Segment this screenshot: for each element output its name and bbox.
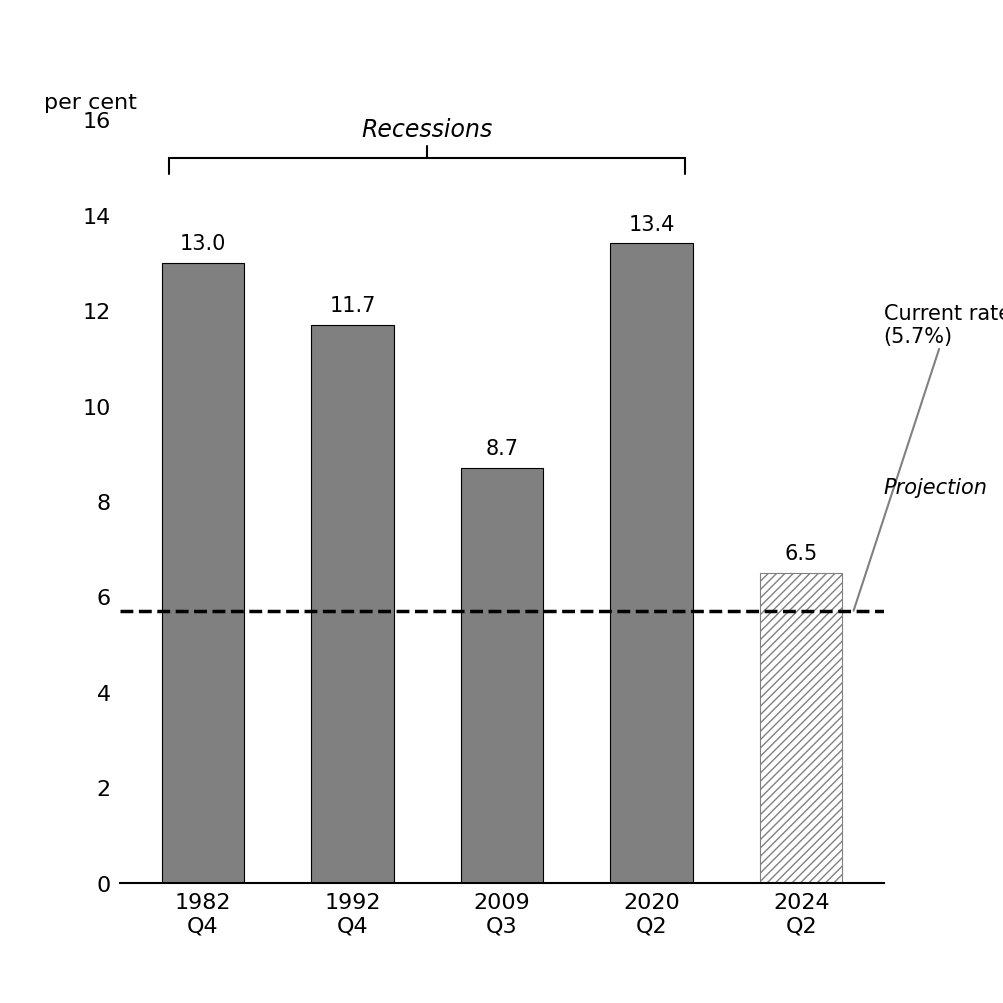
Text: 6.5: 6.5 [783,544,817,564]
Text: 8.7: 8.7 [485,438,518,458]
Text: 13.0: 13.0 [180,234,226,254]
Bar [311,325,393,883]
Text: Projection: Projection [883,477,987,497]
Text: per cent: per cent [44,92,137,112]
Bar [610,244,692,883]
Bar [759,573,842,883]
Text: Current rate
(5.7%): Current rate (5.7%) [853,304,1003,611]
Bar [460,468,543,883]
Text: 13.4: 13.4 [628,215,674,235]
Bar [161,263,244,883]
Text: 11.7: 11.7 [329,296,375,316]
Text: Recessions: Recessions [361,117,492,141]
